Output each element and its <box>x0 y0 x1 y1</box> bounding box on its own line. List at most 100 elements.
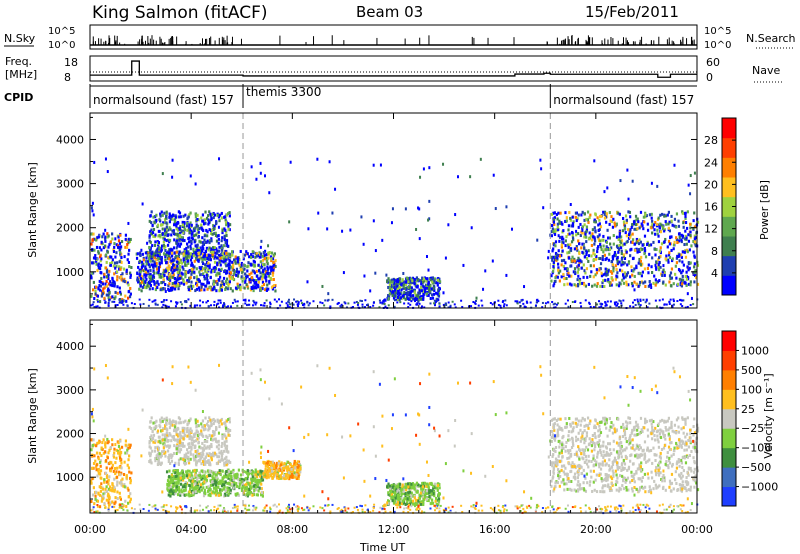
echo-cell <box>107 451 110 455</box>
echo-cell <box>154 456 157 460</box>
echo-cell <box>165 213 168 217</box>
echo-cell <box>265 253 268 257</box>
echo-cell <box>421 294 425 298</box>
echo-cell <box>144 267 148 271</box>
echo-cell <box>547 256 550 260</box>
echo-cell <box>251 250 254 254</box>
echo-cell <box>162 427 165 431</box>
echo-cell <box>288 220 291 224</box>
y-tick-label: 4000 <box>56 133 84 146</box>
echo-cell <box>105 485 108 489</box>
echo-cell <box>630 281 634 285</box>
echo-cell <box>203 234 206 238</box>
echo-cell <box>260 487 263 491</box>
echo-cell <box>171 286 174 290</box>
echo-cell <box>398 296 401 300</box>
echo-cell <box>668 274 672 278</box>
echo-cell <box>225 419 229 423</box>
echo-cell <box>650 216 653 220</box>
echo-cell <box>399 285 402 289</box>
echo-cell <box>410 277 413 281</box>
echo-cell <box>422 277 426 281</box>
echo-cell <box>591 228 594 232</box>
plot-title: King Salmon (fitACF) <box>92 3 268 23</box>
echo-cell <box>229 305 232 308</box>
echo-cell <box>164 283 167 287</box>
echo-cell <box>391 290 395 294</box>
echo-cell <box>627 228 630 232</box>
echo-cell <box>583 255 586 259</box>
echo-cell <box>186 448 189 452</box>
echo-cell <box>158 233 161 237</box>
echo-cell <box>175 481 178 485</box>
echo-cell <box>401 280 404 284</box>
echo-cell <box>218 245 221 249</box>
echo-cell <box>678 277 681 281</box>
echo-cell <box>668 242 671 246</box>
echo-cell <box>246 252 249 256</box>
echo-cell <box>228 486 231 490</box>
echo-cell <box>200 285 203 289</box>
echo-cell <box>300 302 303 305</box>
echo-cell <box>213 287 216 291</box>
echo-cell <box>103 480 106 484</box>
echo-cell <box>143 282 146 286</box>
echo-cell <box>406 295 409 299</box>
echo-cell <box>212 211 215 215</box>
echo-cell <box>421 276 424 280</box>
echo-cell <box>672 300 675 303</box>
echo-cell <box>279 304 282 307</box>
echo-cell <box>622 299 625 302</box>
echo-cell <box>90 448 93 452</box>
echo-cell <box>257 254 260 258</box>
echo-cell <box>195 254 199 258</box>
echo-cell <box>152 274 155 278</box>
echo-cell <box>164 269 168 273</box>
echo-cell <box>168 481 171 485</box>
echo-cell <box>263 304 266 307</box>
echo-cell <box>177 282 180 286</box>
echo-cell <box>107 501 110 505</box>
echo-cell <box>680 253 683 257</box>
echo-cell <box>113 280 116 284</box>
echo-cell <box>92 213 95 217</box>
echo-cell <box>634 214 638 218</box>
echo-cell <box>668 280 671 284</box>
echo-cell <box>582 243 585 247</box>
echo-cell <box>536 238 539 242</box>
echo-cell <box>136 276 139 280</box>
echo-cell <box>205 216 209 220</box>
echo-cell <box>436 292 439 296</box>
echo-cell <box>556 256 559 260</box>
echo-cell <box>92 493 95 497</box>
echo-cell <box>265 299 268 302</box>
echo-cell <box>112 485 115 489</box>
echo-cell <box>684 274 687 278</box>
echo-cell <box>95 238 98 242</box>
echo-cell <box>685 270 688 274</box>
echo-cell <box>636 217 639 221</box>
echo-cell <box>418 295 422 299</box>
echo-cell <box>193 265 196 269</box>
echo-cell <box>316 157 319 161</box>
echo-cell <box>125 504 128 508</box>
echo-cell <box>674 272 677 276</box>
echo-cell <box>159 272 162 276</box>
echo-cell <box>157 268 160 272</box>
echo-cell <box>224 434 227 438</box>
echo-cell <box>571 236 575 240</box>
echo-cell <box>187 446 191 450</box>
echo-cell <box>623 257 627 261</box>
echo-cell <box>564 239 567 243</box>
echo-cell <box>670 267 674 271</box>
echo-cell <box>204 462 207 466</box>
echo-cell <box>243 483 247 487</box>
echo-cell <box>573 267 577 271</box>
echo-cell <box>179 493 182 497</box>
echo-cell <box>180 261 184 265</box>
echo-cell <box>156 429 160 433</box>
echo-cell <box>605 273 608 277</box>
echo-cell <box>191 480 194 484</box>
echo-cell <box>576 284 580 288</box>
